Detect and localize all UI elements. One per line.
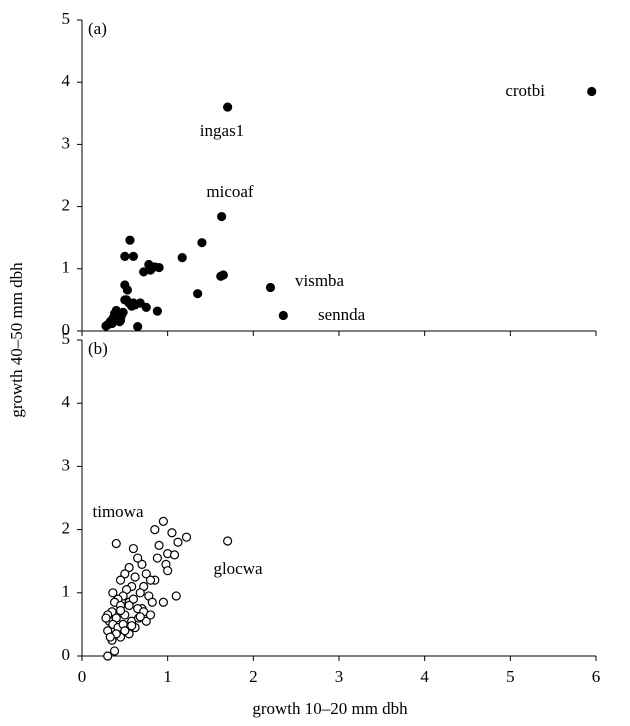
point (141, 616, 151, 626)
annotation: ingas1 (200, 121, 244, 140)
point (135, 588, 145, 598)
point (171, 591, 181, 601)
point (193, 289, 203, 299)
point (125, 235, 135, 245)
point (587, 86, 597, 97)
annotation: timowa (93, 502, 144, 521)
point (128, 298, 138, 308)
point (137, 559, 147, 569)
point (111, 305, 121, 316)
point (128, 251, 138, 261)
point (181, 532, 192, 542)
point (177, 253, 187, 263)
y-tick-label: 1 (62, 582, 71, 601)
x-tick-label: 6 (592, 667, 601, 686)
point (223, 536, 233, 546)
point (115, 575, 126, 585)
point (109, 646, 120, 656)
y-tick-label: 0 (62, 645, 71, 664)
point (216, 271, 226, 281)
point (217, 211, 227, 222)
point (141, 302, 151, 312)
point (120, 569, 130, 579)
point (139, 267, 149, 277)
annotation: crotbi (505, 81, 545, 100)
x-tick-label: 3 (335, 667, 344, 686)
point (115, 605, 126, 616)
panel-label: (a) (88, 19, 107, 38)
point (127, 621, 137, 631)
point (158, 516, 168, 526)
x-tick-label: 2 (249, 667, 258, 686)
point (120, 626, 130, 636)
point (223, 102, 233, 112)
y-tick-label: 4 (62, 392, 71, 411)
annotation: micoaf (206, 182, 254, 201)
annotation: sennda (318, 305, 366, 324)
x-axis-label: growth 10–20 mm dbh (252, 699, 408, 718)
point (101, 321, 111, 331)
y-axis-label: growth 40–50 mm dbh (7, 262, 26, 418)
y-tick-label: 2 (62, 519, 71, 538)
point (103, 651, 113, 661)
point (173, 537, 183, 547)
point (265, 282, 276, 293)
point (120, 251, 130, 261)
point (105, 632, 115, 642)
x-tick-label: 4 (420, 667, 429, 686)
point (154, 262, 164, 273)
point (115, 315, 126, 326)
point (128, 543, 138, 554)
point (169, 550, 180, 560)
point (278, 310, 288, 321)
point (167, 528, 177, 538)
point (130, 572, 140, 582)
point (124, 562, 134, 573)
y-tick-label: 3 (62, 455, 71, 474)
panel-label: (b) (88, 339, 108, 358)
point (158, 597, 168, 607)
point (128, 594, 138, 604)
y-tick-label: 2 (62, 196, 71, 215)
point (145, 575, 156, 585)
y-tick-label: 5 (62, 9, 71, 28)
point (152, 553, 162, 563)
annotation: glocwa (213, 559, 263, 578)
point (152, 306, 162, 316)
y-tick-label: 0 (62, 320, 71, 339)
point (145, 610, 156, 620)
point (163, 566, 173, 576)
point (111, 538, 121, 549)
point (141, 569, 151, 579)
y-tick-label: 5 (62, 329, 71, 348)
x-tick-label: 5 (506, 667, 515, 686)
point (133, 553, 143, 563)
point (108, 588, 118, 598)
x-tick-label: 1 (163, 667, 172, 686)
point (133, 322, 143, 332)
point (135, 612, 145, 622)
y-tick-label: 4 (62, 71, 71, 90)
x-tick-label: 0 (78, 667, 87, 686)
point (147, 597, 157, 607)
annotation: vismba (295, 271, 345, 290)
point (124, 600, 134, 611)
point (154, 540, 164, 551)
point (197, 238, 207, 248)
point (122, 285, 133, 295)
point (101, 613, 111, 623)
y-tick-label: 1 (62, 258, 71, 277)
y-tick-label: 3 (62, 133, 71, 152)
point (150, 524, 160, 535)
